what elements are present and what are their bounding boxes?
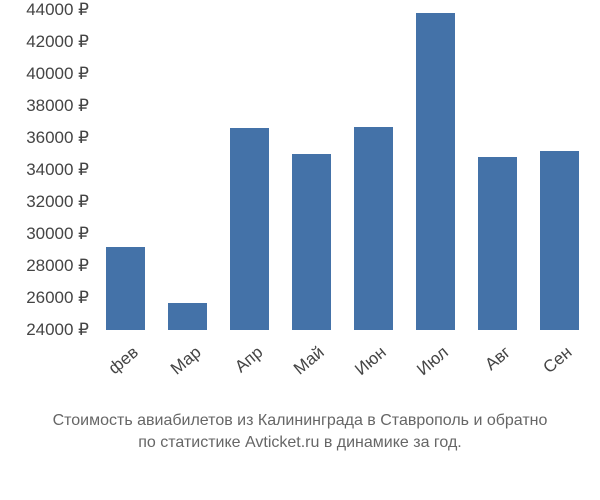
bar bbox=[230, 128, 269, 330]
y-tick-label: 42000 ₽ bbox=[26, 32, 89, 52]
y-tick-label: 34000 ₽ bbox=[26, 160, 89, 180]
y-tick-label: 40000 ₽ bbox=[26, 64, 89, 84]
x-tick-label: Мар bbox=[166, 342, 204, 379]
plot-area bbox=[95, 10, 590, 330]
x-tick-label: Апр bbox=[231, 342, 267, 377]
caption-line-1: Стоимость авиабилетов из Калининграда в … bbox=[0, 410, 600, 432]
x-tick-label: Июн bbox=[351, 342, 390, 379]
y-tick-label: 36000 ₽ bbox=[26, 128, 89, 148]
chart-caption: Стоимость авиабилетов из Калининграда в … bbox=[0, 410, 600, 453]
bars-group bbox=[95, 10, 590, 330]
bar bbox=[354, 127, 393, 330]
x-tick-label: Сен bbox=[539, 342, 576, 377]
y-tick-label: 30000 ₽ bbox=[26, 224, 89, 244]
bar bbox=[478, 157, 517, 330]
y-tick-label: 28000 ₽ bbox=[26, 256, 89, 276]
y-tick-label: 44000 ₽ bbox=[26, 0, 89, 20]
y-tick-label: 38000 ₽ bbox=[26, 96, 89, 116]
y-tick-label: 24000 ₽ bbox=[26, 320, 89, 340]
bar bbox=[540, 151, 579, 330]
x-tick-label: фев bbox=[105, 342, 143, 378]
bar bbox=[168, 303, 207, 330]
caption-line-2: по статистике Avticket.ru в динамике за … bbox=[0, 432, 600, 454]
y-tick-label: 32000 ₽ bbox=[26, 192, 89, 212]
bar bbox=[416, 13, 455, 330]
x-tick-label: Май bbox=[290, 342, 328, 379]
price-chart: 24000 ₽ 26000 ₽ 28000 ₽ 30000 ₽ 32000 ₽ 34000… bbox=[0, 0, 600, 500]
bar bbox=[106, 247, 145, 330]
bar bbox=[292, 154, 331, 330]
x-tick-label: Июл bbox=[413, 342, 452, 380]
x-tick-label: Авг bbox=[481, 342, 514, 374]
y-axis: 24000 ₽26000 ₽28000 ₽30000 ₽32000 ₽34000… bbox=[0, 10, 95, 330]
y-tick-label: 26000 ₽ bbox=[26, 288, 89, 308]
